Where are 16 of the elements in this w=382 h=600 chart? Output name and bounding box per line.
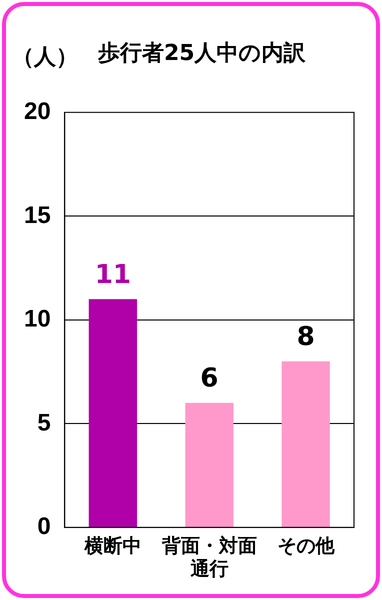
bar bbox=[282, 361, 330, 528]
bar bbox=[88, 299, 138, 528]
bar bbox=[185, 402, 234, 528]
y-axis-title: （人） bbox=[12, 44, 78, 72]
y-tick-label: 15 bbox=[24, 202, 51, 229]
y-tick-label: 0 bbox=[37, 513, 51, 540]
x-tick-label: 横断中 bbox=[83, 535, 142, 558]
data-label: 8 bbox=[296, 322, 315, 352]
x-tick-label: その他 bbox=[277, 536, 336, 558]
y-tick-label: 20 bbox=[24, 98, 51, 126]
y-tick-label: 10 bbox=[24, 306, 51, 333]
y-tick-label: 5 bbox=[37, 409, 51, 436]
chart-title: 歩行者25人中の内訳 bbox=[98, 40, 306, 68]
x-tick-label: 背面・対面通行 bbox=[160, 535, 257, 580]
data-label: 6 bbox=[200, 364, 218, 394]
data-label: 11 bbox=[94, 260, 132, 290]
